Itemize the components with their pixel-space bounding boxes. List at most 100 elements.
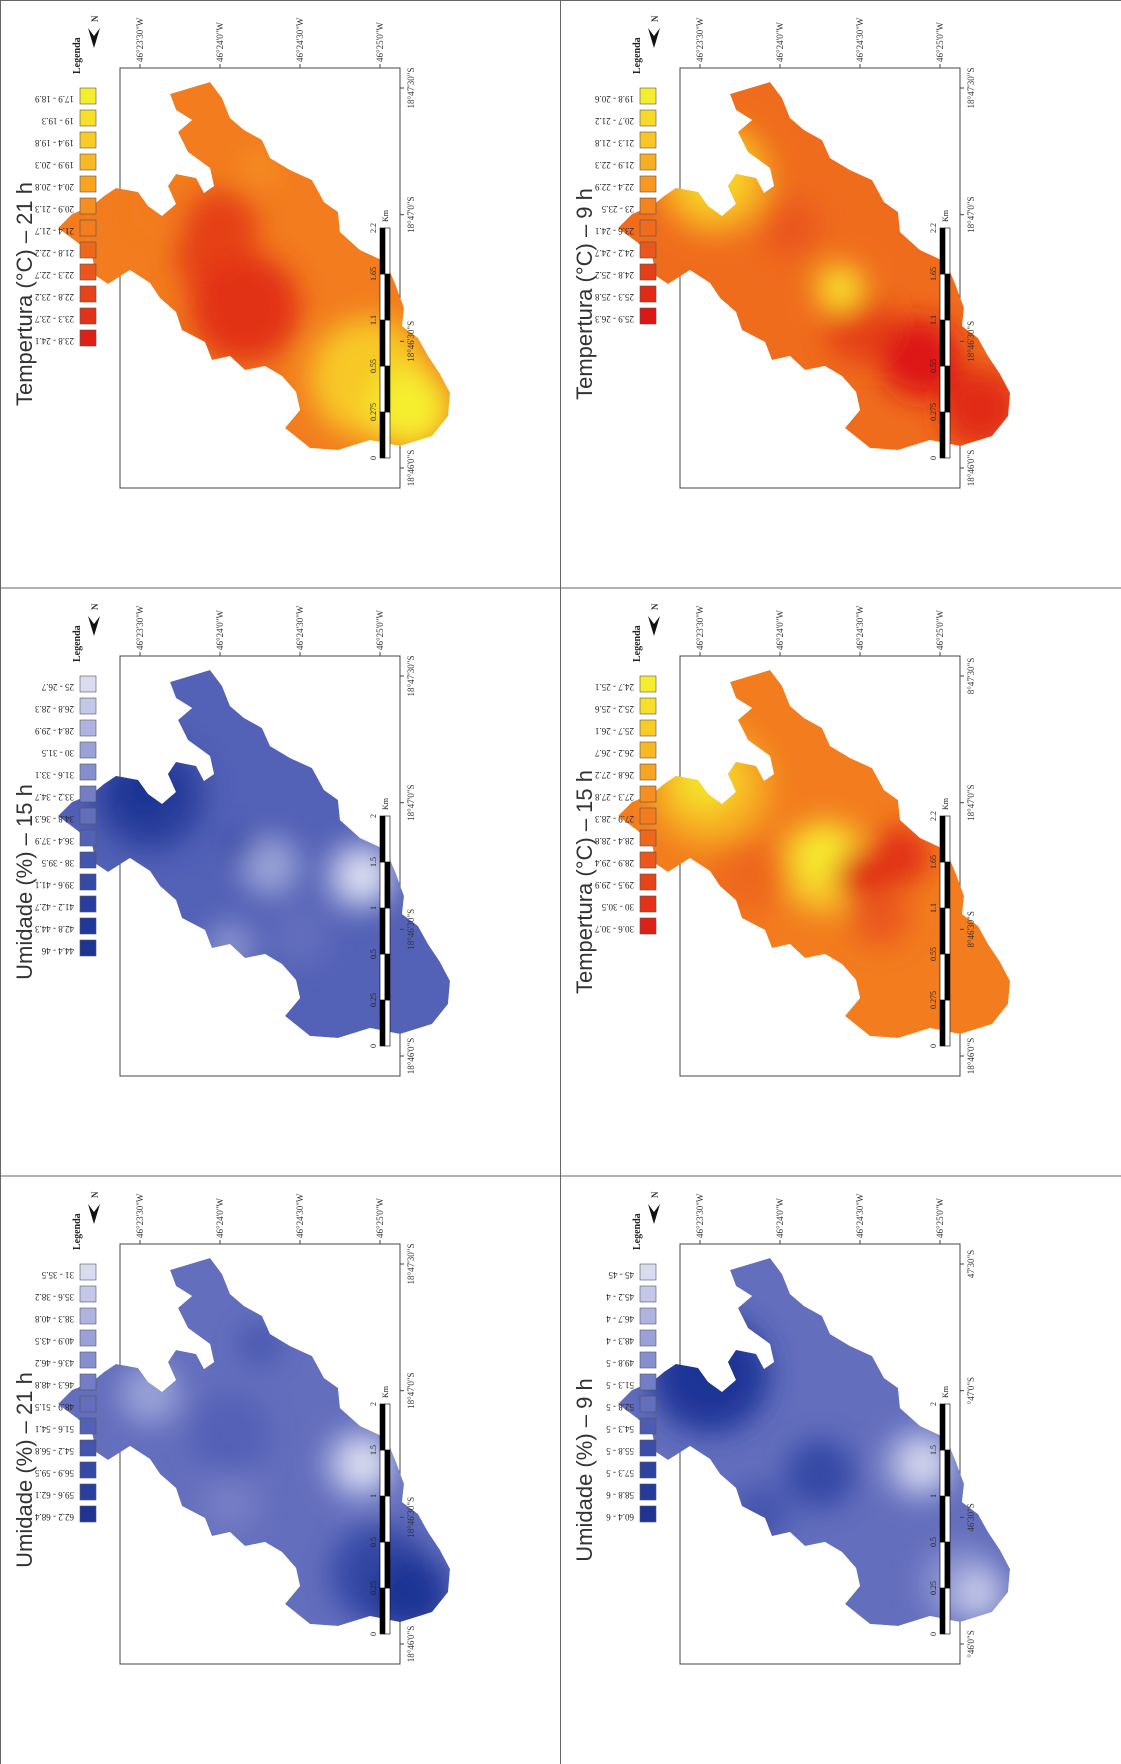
- legend-title: Legenda: [632, 625, 643, 662]
- scale-label: 1: [369, 906, 378, 910]
- lat-tick-label: 18°46'0"S: [406, 450, 416, 486]
- legend-swatch: [639, 153, 657, 171]
- legend-label: 28.4 - 28.8: [595, 836, 634, 846]
- interpolation-zone: [760, 198, 820, 258]
- map-panel-rotated: Umidade (%) – 15 h 18°46'0"S 18°46'30"S 18°…: [0, 588, 560, 1176]
- legend-swatch: [79, 307, 97, 325]
- legend-swatch: [79, 263, 97, 281]
- legend-label: 25.2 - 25.6: [595, 704, 634, 714]
- interpolation-zone: [225, 831, 255, 861]
- legend-label: 25 - 26.7: [41, 682, 74, 692]
- legend-label: 23 - 23.5: [601, 204, 634, 214]
- lon-tick-label: 46°24'30"W: [295, 17, 305, 62]
- legend-label: 23.6 - 24.1: [595, 226, 634, 236]
- legend-label: 62.2 - 68.4: [35, 1512, 74, 1522]
- scale-label: 2.2: [369, 223, 378, 233]
- legend-label: 52.8 - 5: [606, 1402, 634, 1412]
- scale-label: 0.275: [929, 403, 938, 421]
- lat-tick-label: 18°47'30"S: [406, 1244, 416, 1285]
- interpolation-zone: [940, 368, 1010, 448]
- north-arrow-icon: [88, 616, 100, 636]
- legend-label: 48.9 - 51.5: [35, 1402, 74, 1412]
- legend-swatch: [79, 1329, 97, 1347]
- interpolation-zone: [910, 1449, 940, 1479]
- scale-label: 0: [929, 456, 938, 460]
- legend-title: Legenda: [72, 37, 83, 74]
- interpolation-zone: [870, 826, 930, 886]
- legend-label: 25.9 - 26.3: [595, 314, 634, 324]
- scale-label: 2.2: [929, 223, 938, 233]
- legend-swatch: [79, 1307, 97, 1325]
- lon-tick-label: 46°23'30"W: [135, 1193, 145, 1238]
- legend-swatch: [79, 109, 97, 127]
- scale-label: 1.1: [369, 315, 378, 325]
- scale-unit: Km: [381, 797, 390, 810]
- legend-label: 21.4 - 21.7: [35, 226, 74, 236]
- legend-swatch: [639, 109, 657, 127]
- legend-label: 48.3 - 4: [606, 1336, 634, 1346]
- legend-label: 60.4 - 6: [606, 1512, 634, 1522]
- legend-label: 31 - 35.5: [41, 1270, 74, 1280]
- legend-swatch: [79, 917, 97, 935]
- scale-label: 0.275: [929, 991, 938, 1009]
- legend-swatch: [79, 285, 97, 303]
- legend-label: 24.8 - 25.2: [595, 270, 634, 280]
- map-svg: 18°46'0"S 8°46'30"S 18°47'0"S 8°47'30"S 46°2…: [595, 603, 1010, 1077]
- legend-swatch: [79, 895, 97, 913]
- legend-label: 21.3 - 21.8: [595, 138, 634, 148]
- scale-label: 0.55: [929, 359, 938, 373]
- legend-label: 43.6 - 46.2: [35, 1358, 74, 1368]
- legend-label: 20.7 - 21.2: [595, 116, 634, 126]
- map-panel-umid-15h: Umidade (%) – 15 h 18°46'0"S 18°46'30"S 18°…: [0, 588, 560, 1176]
- scale-label: 2.2: [929, 811, 938, 821]
- legend-swatch: [79, 1373, 97, 1391]
- legend-swatch: [79, 1351, 97, 1369]
- legend-label: 17.9 - 18.9: [35, 94, 74, 104]
- legend-swatch: [639, 1483, 657, 1501]
- lat-tick-label: 18°47'30"S: [406, 68, 416, 109]
- lat-tick-label: 18°46'30"S: [966, 321, 976, 362]
- scale-unit: Km: [941, 797, 950, 810]
- map-panel-rotated: Tempertura (°C) – 9 h 18°46'0"S 18°46'30"S…: [560, 0, 1120, 588]
- legend-swatch: [79, 851, 97, 869]
- legend-swatch: [639, 697, 657, 715]
- legend-label: 34.8 - 36.3: [35, 814, 74, 824]
- legend-swatch: [79, 87, 97, 105]
- lat-tick-label: 47'30"S: [966, 1250, 976, 1278]
- lon-tick-label: 46°24'30"W: [855, 17, 865, 62]
- map-panel-temp-15h: Tempertura (°C) – 15 h 18°46'0"S 8°46'30"S…: [560, 588, 1120, 1176]
- legend-swatch: [79, 807, 97, 825]
- legend-swatch: [639, 829, 657, 847]
- legend-label: 19.9 - 20.3: [35, 160, 74, 170]
- legend-swatch: [79, 1417, 97, 1435]
- scale-label: 2: [369, 1402, 378, 1406]
- lat-tick-label: 18°47'0"S: [406, 196, 416, 232]
- lon-tick-label: 46°25'0"W: [375, 610, 385, 650]
- scale-label: 2: [929, 1402, 938, 1406]
- legend-label: 27.3 - 27.8: [595, 792, 634, 802]
- lat-tick-label: 18°47'30"S: [966, 68, 976, 109]
- map-panel-rotated: Tempertura (°C) – 21 h 18°46'0"S 18°46'30"…: [0, 0, 560, 588]
- legend-label: 20.4 - 20.8: [35, 182, 74, 192]
- legend-label: 19.8 - 20.6: [595, 94, 634, 104]
- legend-label: 23.3 - 23.7: [35, 314, 74, 324]
- legend-swatch: [79, 741, 97, 759]
- legend-label: 55.8 - 5: [606, 1446, 634, 1456]
- scale-label: 0.55: [929, 947, 938, 961]
- legend-label: 22.3 - 22.7: [35, 270, 74, 280]
- interpolation-zone: [242, 150, 278, 186]
- legend-label: 28.9 - 29.4: [595, 858, 634, 868]
- north-label: N: [90, 15, 100, 22]
- lat-tick-label: 18°47'0"S: [406, 1372, 416, 1408]
- legend-label: 21.8 - 22.2: [35, 248, 74, 258]
- lat-tick-label: 8°47'30"S: [966, 658, 976, 694]
- north-arrow-icon: [88, 28, 100, 48]
- scale-label: 0.25: [369, 993, 378, 1007]
- legend-title: Legenda: [72, 1213, 83, 1250]
- legend-label: 54.2 - 56.8: [35, 1446, 74, 1456]
- legend-swatch: [639, 1329, 657, 1347]
- legend-label: 31.6 - 33.1: [35, 770, 74, 780]
- lon-tick-label: 46°24'30"W: [855, 1193, 865, 1238]
- legend-label: 21.9 - 22.3: [595, 160, 634, 170]
